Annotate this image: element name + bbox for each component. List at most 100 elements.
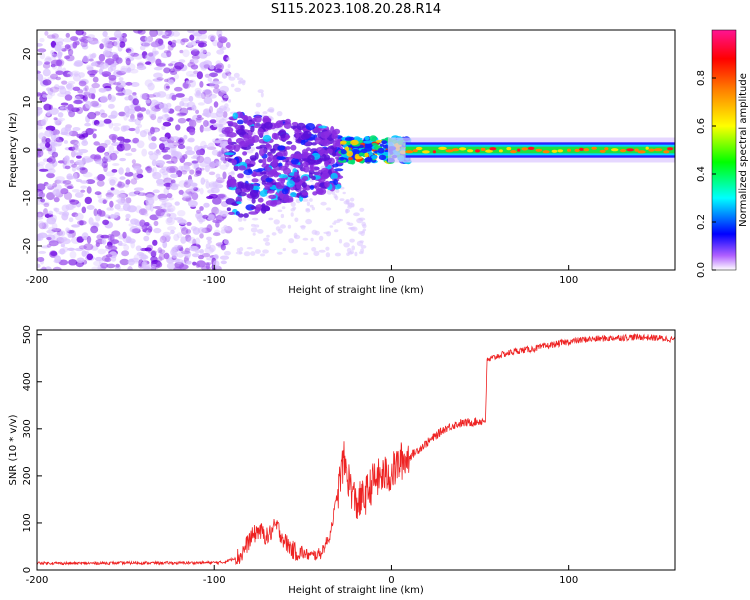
- heatmap-signal-cell: [252, 171, 257, 177]
- heatmap-halo-cell: [356, 240, 364, 247]
- heatmap-noise-cell: [67, 233, 73, 238]
- heatmap-halo-cell: [358, 217, 366, 221]
- heatmap-noise-cell: [206, 214, 215, 221]
- heatmap-noise-cell: [203, 202, 210, 208]
- heatmap-signal-cell: [230, 178, 237, 186]
- heatmap-noise-cell: [216, 107, 224, 114]
- heatmap-noise-cell: [194, 250, 201, 254]
- heatmap-noise-cell: [218, 133, 226, 137]
- heatmap-noise-cell: [119, 157, 126, 162]
- heatmap-noise-cell: [38, 161, 46, 166]
- heatmap-noise-cell: [128, 191, 138, 197]
- heatmap-halo-cell: [241, 80, 246, 86]
- heatmap-noise-cell: [115, 263, 120, 268]
- heatmap-noise-cell: [119, 176, 126, 180]
- heatmap-noise-cell: [212, 87, 221, 94]
- heatmap-noise-cell: [175, 124, 181, 131]
- heatmap-noise-cell: [220, 37, 227, 44]
- heatmap-noise-cell: [117, 181, 125, 189]
- heatmap-noise-cell: [119, 258, 130, 266]
- heatmap-noise-cell: [161, 149, 169, 153]
- heatmap-noise-cell: [219, 210, 229, 217]
- heatmap-noise-cell: [195, 237, 201, 245]
- heatmap-noise-cell: [82, 55, 90, 63]
- heatmap-noise-cell: [109, 179, 116, 186]
- heatmap-halo-cell: [338, 238, 343, 244]
- colorbar-tick-label: 0.0: [696, 262, 707, 278]
- heatmap-noise-cell: [108, 94, 116, 103]
- heatmap-band-cell: [363, 140, 372, 144]
- heatmap-y-tick-label: -10: [22, 190, 33, 206]
- heatmap-noise-cell: [132, 92, 137, 96]
- heatmap-signal-cell: [257, 197, 264, 203]
- heatmap-noise-cell: [127, 266, 133, 270]
- heatmap-noise-cell: [121, 250, 129, 257]
- heatmap-noise-cell: [106, 195, 113, 200]
- heatmap-noise-cell: [133, 165, 142, 171]
- heatmap-noise-cell: [76, 257, 85, 263]
- heatmap-noise-cell: [208, 161, 216, 169]
- heatmap-noise-cell: [109, 152, 118, 161]
- snr-x-tick-label: 0: [388, 575, 394, 586]
- heatmap-noise-cell: [136, 140, 145, 149]
- heatmap-noise-cell: [215, 177, 225, 184]
- heatmap-noise-cell: [84, 251, 90, 255]
- heatmap-signal-cell: [301, 192, 309, 196]
- heatmap-signal-cell: [324, 180, 330, 188]
- heatmap-noise-cell: [118, 111, 126, 117]
- heatmap-noise-cell: [149, 109, 157, 117]
- heatmap-peak-cell: [535, 148, 543, 152]
- heatmap-noise-cell: [153, 220, 159, 227]
- heatmap-noise-cell: [164, 78, 169, 83]
- heatmap-signal-cell: [271, 132, 278, 140]
- heatmap-halo-cell: [313, 250, 320, 257]
- heatmap-noise-cell: [182, 49, 190, 58]
- heatmap-band-cell: [378, 154, 387, 161]
- heatmap-noise-cell: [64, 155, 70, 162]
- heatmap-noise-cell: [88, 217, 94, 225]
- heatmap-signal-cell: [243, 213, 249, 218]
- heatmap-signal-cell: [251, 198, 256, 204]
- heatmap-halo-cell: [251, 217, 259, 221]
- heatmap-noise-cell: [189, 119, 197, 128]
- heatmap-signal-cell: [303, 130, 312, 139]
- heatmap-noise-cell: [157, 256, 163, 262]
- heatmap-noise-cell: [41, 266, 47, 270]
- heatmap-signal-cell: [224, 152, 235, 156]
- heatmap-noise-cell: [68, 48, 74, 56]
- heatmap-halo-cell: [223, 250, 231, 256]
- heatmap-noise-cell: [84, 158, 94, 163]
- heatmap-noise-cell: [203, 89, 213, 98]
- heatmap-noise-cell: [55, 176, 65, 182]
- heatmap-noise-cell: [168, 212, 177, 219]
- heatmap-noise-cell: [185, 70, 195, 77]
- heatmap-noise-cell: [161, 136, 169, 141]
- heatmap-noise-cell: [108, 74, 117, 81]
- heatmap-noise-cell: [193, 70, 199, 75]
- heatmap-noise-cell: [150, 41, 161, 48]
- heatmap-signal-cell: [252, 123, 262, 128]
- heatmap-halo-cell: [239, 247, 244, 252]
- heatmap-noise-cell: [111, 169, 118, 173]
- heatmap-noise-cell: [78, 245, 87, 250]
- heatmap-noise-cell: [52, 266, 62, 270]
- heatmap-noise-cell: [191, 192, 199, 201]
- heatmap-band-cell: [379, 143, 384, 147]
- heatmap-signal-cell: [302, 186, 307, 191]
- heatmap-noise-cell: [179, 107, 189, 116]
- heatmap-noise-cell: [63, 73, 71, 78]
- heatmap-peak-cell: [557, 149, 564, 153]
- heatmap-noise-cell: [110, 214, 115, 219]
- heatmap-noise-cell: [63, 191, 73, 200]
- heatmap-halo-cell: [254, 111, 260, 115]
- heatmap-band-cell: [365, 157, 373, 161]
- heatmap-noise-cell: [199, 187, 204, 195]
- heatmap-noise-cell: [150, 114, 157, 121]
- heatmap-signal-cell: [245, 183, 254, 191]
- heatmap-noise-cell: [187, 182, 198, 190]
- heatmap-noise-cell: [193, 173, 199, 177]
- heatmap-noise-cell: [40, 198, 46, 203]
- heatmap-signal-cell: [284, 162, 289, 169]
- heatmap-noise-cell: [199, 206, 204, 211]
- heatmap-noise-cell: [51, 214, 57, 222]
